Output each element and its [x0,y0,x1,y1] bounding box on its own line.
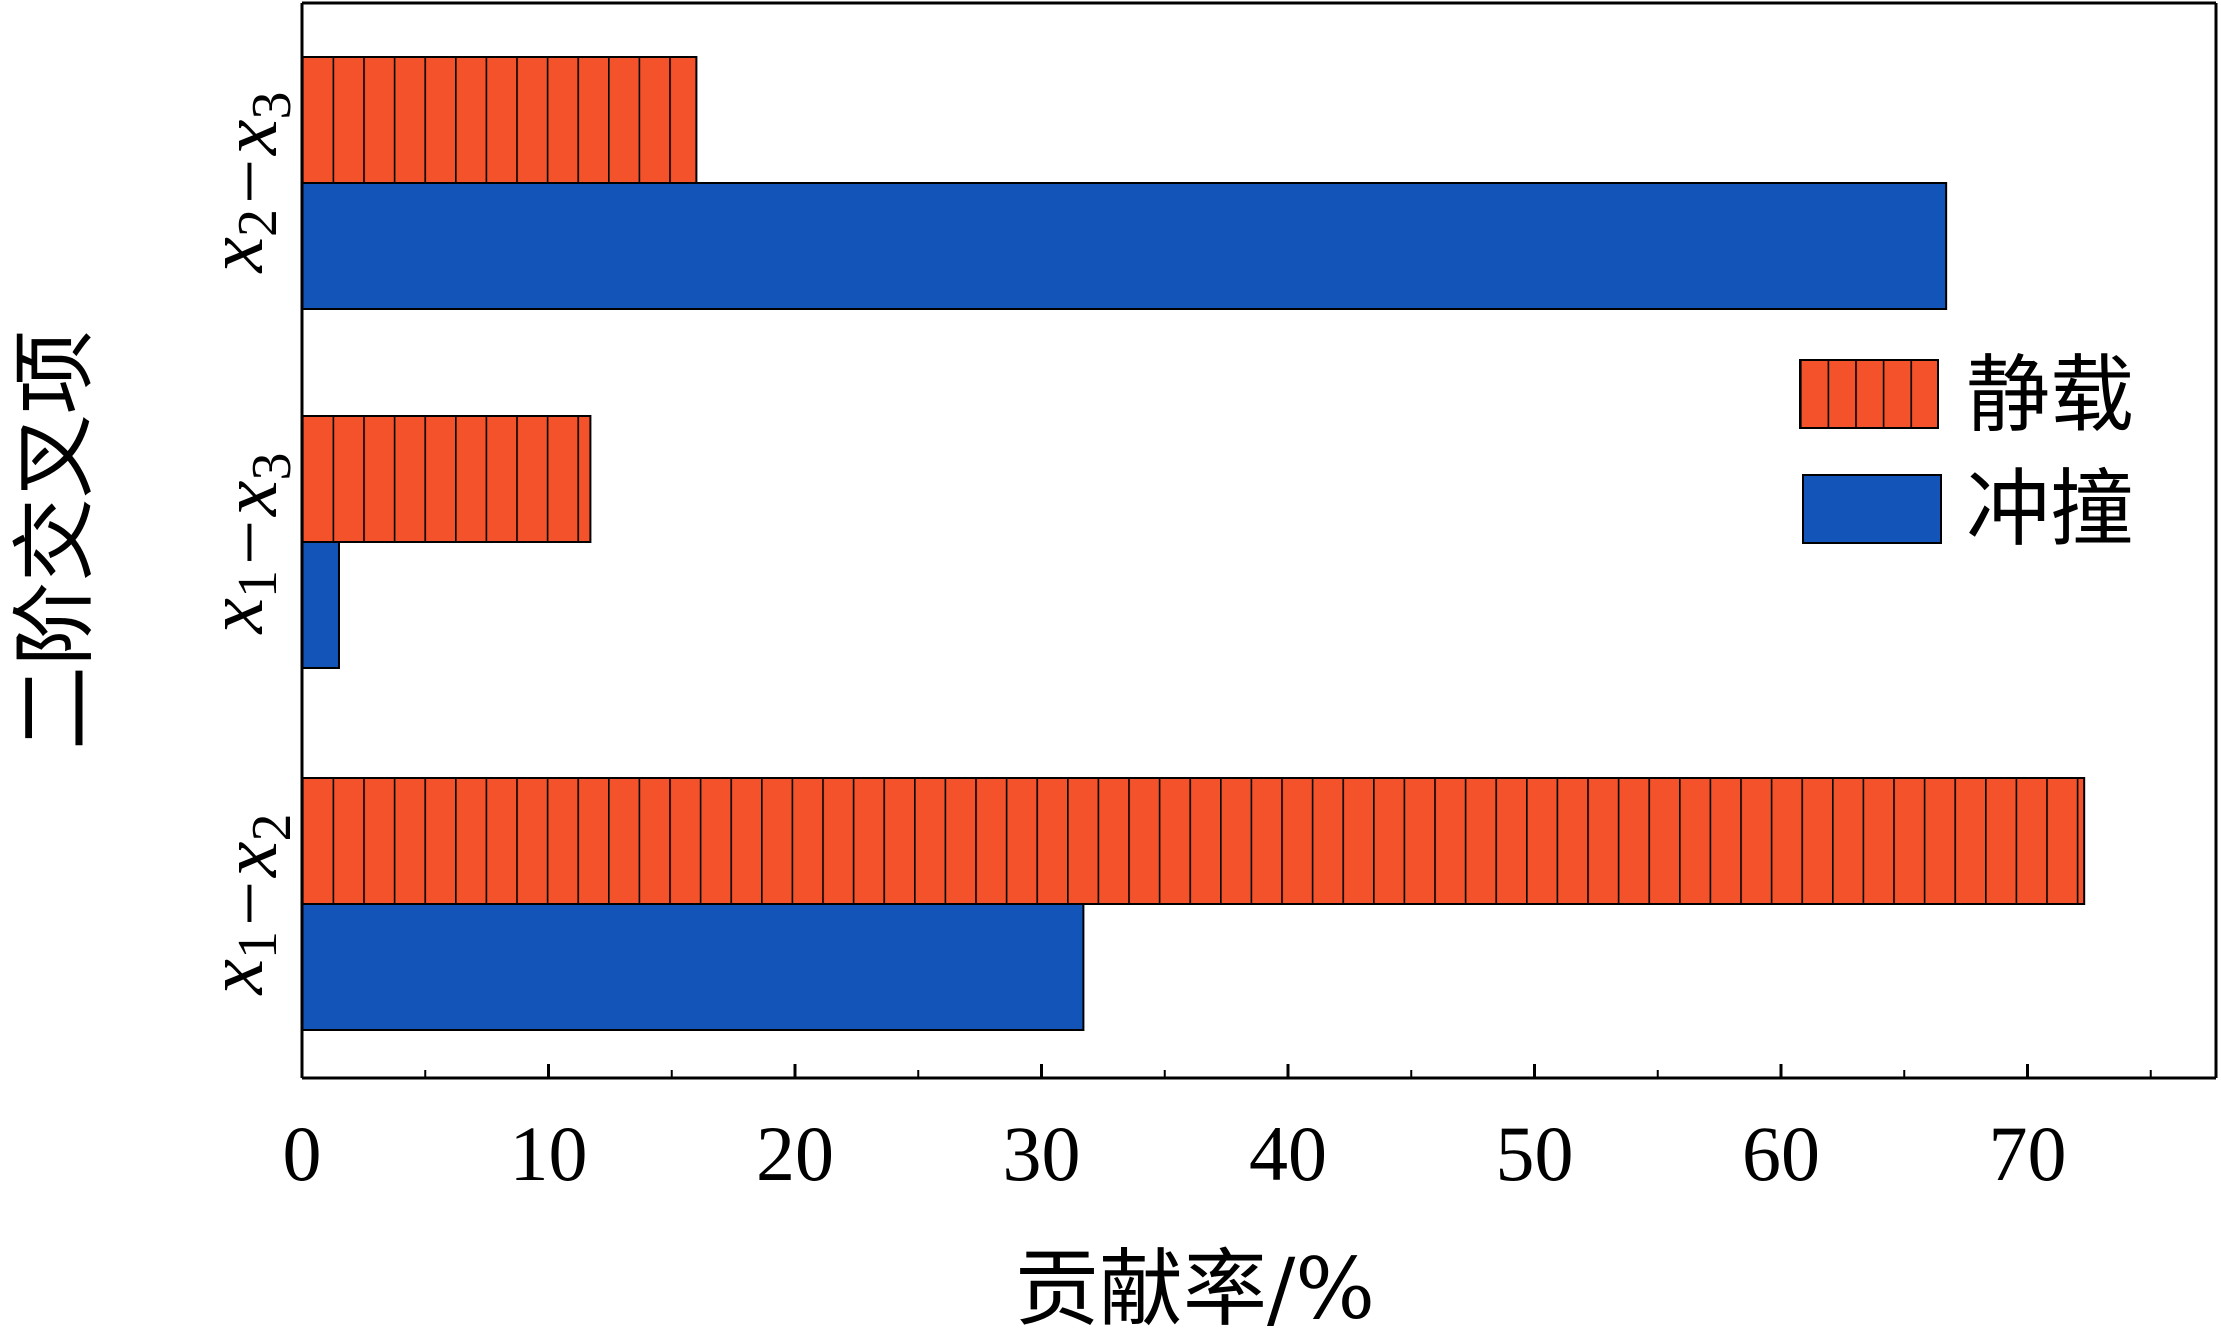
x-tick-label: 0 [283,1110,322,1197]
legend-label-static: 静载 [1966,346,2134,444]
x-tick-label: 10 [510,1110,588,1197]
x-tick-label: 70 [1989,1110,2067,1197]
x-axis-title: 贡献率/% [1015,1240,1375,1334]
legend: 静载 冲撞 [1799,346,2134,558]
legend-label-impact: 冲撞 [1966,460,2134,558]
bar-impact-1 [301,541,340,669]
bar-impact-0 [301,903,1085,1031]
bar-static-0 [301,777,2086,905]
x-tick-label: 30 [1003,1110,1081,1197]
x-tick-label: 50 [1496,1110,1574,1197]
plot-frame [300,1,2218,1080]
legend-swatch-impact [1802,474,1942,544]
bar-impact-2 [301,182,1948,310]
x-ticks-group: 0 10 20 30 40 50 60 70 [283,1064,2152,1197]
x-tick-label: 40 [1249,1110,1327,1197]
category-label: x1−x3 [192,452,303,634]
category-labels-group: x1−x2 x1−x3 x2−x3 [192,91,303,995]
bar-static-1 [301,415,592,543]
category-label: x1−x2 [192,813,303,995]
x-tick-label: 20 [756,1110,834,1197]
y-axis-title: 二阶交叉项 [6,330,104,750]
bar-static-2 [301,56,698,184]
bars-group [301,56,2086,1031]
category-label: x2−x3 [192,91,303,273]
x-tick-label: 60 [1742,1110,1820,1197]
legend-swatch-static [1799,359,1939,429]
